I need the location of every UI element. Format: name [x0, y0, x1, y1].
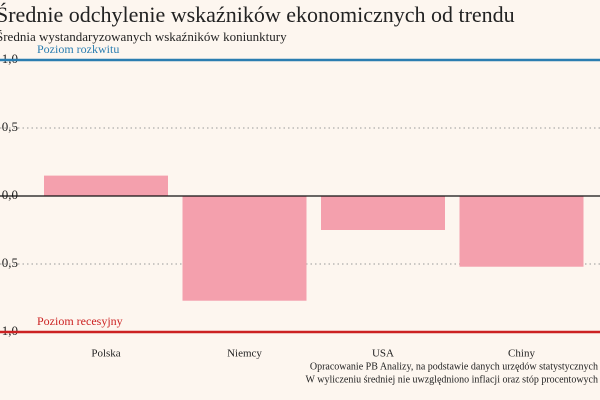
x-tick-label: Chiny [508, 348, 535, 360]
reference-label: Poziom rozkwitu [37, 42, 119, 56]
x-tick-label: Polska [91, 348, 120, 360]
y-tick-label: 0,0 [2, 187, 18, 202]
chart-subtitle: Średnia wystandaryzowanych wskaźników ko… [0, 29, 287, 44]
bar [321, 196, 445, 230]
y-tick-label: 1,0 [2, 51, 18, 66]
y-tick-label: -0,5 [0, 255, 18, 270]
y-tick-label: -1,0 [0, 323, 18, 338]
reference-label: Poziom recesyjny [37, 314, 123, 328]
bar [182, 196, 307, 301]
x-tick-label: Niemcy [227, 348, 262, 360]
y-tick-label: 0,5 [2, 119, 18, 134]
source-note: W wyliczeniu średniej nie uwzględniono i… [306, 374, 599, 385]
chart-title: Średnie odchylenie wskaźników ekonomiczn… [0, 2, 515, 27]
x-tick-label: USA [372, 348, 394, 360]
bar [44, 175, 168, 196]
bar [459, 196, 584, 267]
source-note: Opracowanie PB Analizy, na podstawie dan… [310, 361, 598, 372]
